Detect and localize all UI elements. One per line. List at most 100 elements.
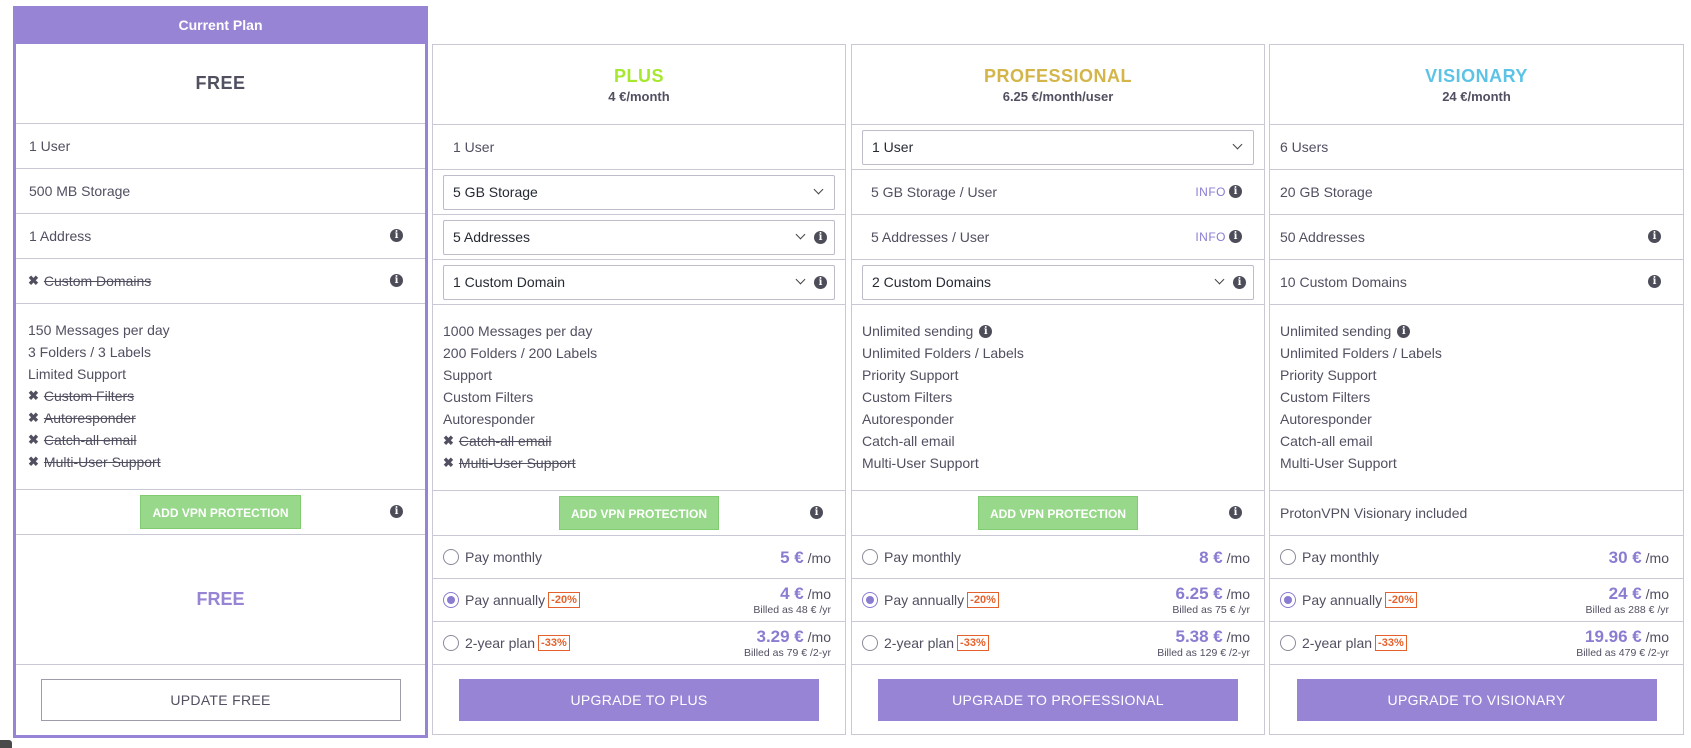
users-value: 1 User (29, 138, 71, 154)
info-icon[interactable]: i (1648, 275, 1661, 288)
plan-card-free: Current Plan FREE 1 User 500 MB Storage … (13, 6, 428, 738)
billing-option-two-year[interactable]: 2-year plan -33% 5.38 € /mo Billed as 129… (852, 622, 1264, 665)
feature-item: Custom Filters (1280, 389, 1371, 405)
upgrade-professional-button[interactable]: UPGRADE TO PROFESSIONAL (878, 678, 1238, 721)
billing-option-annual[interactable]: Pay annually -20% 6.25 € /mo Billed as 75… (852, 579, 1264, 622)
plan-header: PLUS 4 €/month (433, 45, 845, 125)
billing-label: 2-year plan (884, 635, 955, 651)
addresses-select[interactable]: 5 Addresses i (443, 219, 835, 255)
radio-button-selected[interactable] (1280, 592, 1296, 608)
plans-grid: Current Plan FREE 1 User 500 MB Storage … (13, 6, 1684, 738)
info-icon[interactable]: i (1233, 275, 1246, 289)
billing-amount: 5.38 € /mo Billed as 129 € /2-yr (1157, 627, 1250, 659)
info-icon[interactable]: i (1229, 506, 1242, 519)
radio-button[interactable] (443, 635, 459, 651)
billing-option-monthly[interactable]: Pay monthly 5 € /mo (433, 536, 845, 579)
info-icon[interactable]: i (1229, 230, 1242, 243)
feature-item: Catch-all email (862, 433, 955, 449)
chevron-down-icon (813, 184, 824, 194)
billing-option-two-year[interactable]: 2-year plan -33% 3.29 € /mo Billed as 79 … (433, 622, 845, 665)
upgrade-plus-button[interactable]: UPGRADE TO PLUS (459, 678, 819, 721)
feature-item-missing: ✖ Catch-all email (443, 430, 833, 452)
users-value: 1 User (453, 139, 495, 155)
discount-badge: -33% (957, 635, 989, 651)
billing-option-two-year[interactable]: 2-year plan -33% 19.96 € /mo Billed as 47… (1270, 622, 1683, 665)
addresses-value: 1 Address (29, 228, 92, 244)
info-link[interactable]: INFO (1195, 230, 1226, 244)
billing-amount: 30 € /mo (1608, 548, 1669, 567)
discount-badge: -20% (967, 592, 999, 608)
info-icon[interactable]: i (814, 230, 827, 244)
info-icon[interactable]: i (814, 275, 827, 289)
cross-icon: ✖ (28, 388, 39, 403)
add-vpn-button[interactable]: ADD VPN PROTECTION (977, 496, 1138, 530)
addresses-row: 5 Addresses / User INFO i (852, 215, 1264, 260)
info-icon[interactable]: i (390, 274, 403, 287)
billing-amount: 4 € /mo Billed as 48 € /yr (753, 584, 831, 616)
feature-item: Unlimited sending i (1280, 320, 1671, 342)
plan-card-visionary: VISIONARY 24 €/month 6 Users 20 GB Stora… (1269, 44, 1684, 735)
add-vpn-button[interactable]: ADD VPN PROTECTION (140, 495, 301, 529)
feature-item: Multi-User Support (1280, 455, 1397, 471)
radio-button-selected[interactable] (862, 592, 878, 608)
plan-card-professional: PROFESSIONAL 6.25 €/month/user 1 User 5 … (851, 44, 1265, 735)
radio-button-selected[interactable] (443, 592, 459, 608)
upgrade-visionary-button[interactable]: UPGRADE TO VISIONARY (1296, 678, 1657, 721)
cross-icon: ✖ (28, 454, 39, 469)
radio-button[interactable] (862, 549, 878, 565)
radio-button[interactable] (862, 635, 878, 651)
cross-icon: ✖ (443, 455, 454, 470)
addresses-row: 5 Addresses i (433, 215, 845, 260)
features-list: 150 Messages per day 3 Folders / 3 Label… (16, 304, 425, 490)
info-icon[interactable]: i (1229, 185, 1242, 198)
billing-amount: 3.29 € /mo Billed as 79 € /2-yr (744, 627, 831, 659)
info-icon[interactable]: i (1648, 230, 1661, 243)
users-select[interactable]: 1 User (862, 129, 1254, 165)
corner-tab (0, 740, 12, 748)
feature-item-missing: ✖ Custom Filters (28, 385, 413, 407)
radio-button[interactable] (1280, 549, 1296, 565)
add-vpn-button[interactable]: ADD VPN PROTECTION (558, 496, 719, 530)
domains-select[interactable]: 1 Custom Domain i (443, 264, 835, 300)
radio-button[interactable] (1280, 635, 1296, 651)
chevron-down-icon (795, 274, 806, 284)
feature-item: Priority Support (862, 367, 959, 383)
feature-item: 200 Folders / 200 Labels (443, 345, 598, 361)
billed-note: Billed as 48 € /yr (753, 604, 831, 616)
users-row: 1 User (433, 125, 845, 170)
billing-option-annual[interactable]: Pay annually -20% 24 € /mo Billed as 288 … (1270, 579, 1683, 622)
info-icon[interactable]: i (1397, 324, 1411, 338)
update-free-button[interactable]: UPDATE FREE (40, 679, 401, 721)
free-price-label: FREE (16, 535, 425, 665)
feature-item: Limited Support (28, 366, 127, 382)
info-icon[interactable]: i (979, 324, 993, 338)
feature-item: Custom Filters (443, 389, 534, 405)
storage-row: 20 GB Storage (1270, 170, 1683, 215)
billing-option-monthly[interactable]: Pay monthly 30 € /mo (1270, 536, 1683, 579)
billing-amount: 8 € /mo (1199, 548, 1250, 567)
feature-item: Multi-User Support (862, 455, 979, 471)
storage-row: 500 MB Storage (16, 169, 425, 214)
billing-label: Pay monthly (884, 549, 962, 565)
storage-row: 5 GB Storage / User INFO i (852, 170, 1264, 215)
feature-item: Unlimited sending i (862, 320, 1252, 342)
info-icon[interactable]: i (390, 505, 403, 518)
vpn-included-text: ProtonVPN Visionary included (1280, 505, 1468, 521)
domains-select[interactable]: 2 Custom Domains i (862, 264, 1254, 300)
chevron-down-icon (1214, 274, 1225, 284)
info-icon[interactable]: i (390, 229, 403, 242)
storage-value: 20 GB Storage (1280, 184, 1373, 200)
storage-select[interactable]: 5 GB Storage (443, 174, 835, 210)
billing-option-annual[interactable]: Pay annually -20% 4 € /mo Billed as 48 € … (433, 579, 845, 622)
domains-row: ✖ Custom Domains i (16, 259, 425, 304)
info-link[interactable]: INFO (1195, 185, 1226, 199)
addresses-row: 1 Address i (16, 214, 425, 259)
plan-name: PLUS (613, 65, 664, 86)
users-row: 6 Users (1270, 125, 1683, 170)
billed-note: Billed as 129 € /2-yr (1157, 647, 1250, 659)
radio-button[interactable] (443, 549, 459, 565)
addresses-value: 5 Addresses / User (871, 229, 990, 245)
billing-option-monthly[interactable]: Pay monthly 8 € /mo (852, 536, 1264, 579)
feature-item: Priority Support (1280, 367, 1377, 383)
info-icon[interactable]: i (810, 506, 823, 519)
